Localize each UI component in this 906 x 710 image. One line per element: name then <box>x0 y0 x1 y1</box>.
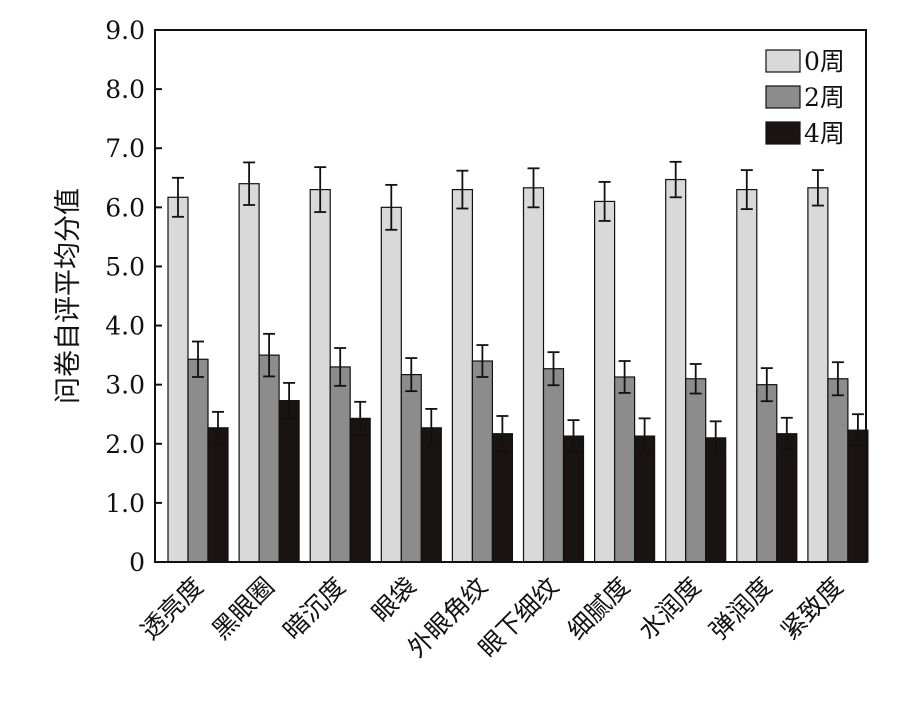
bar <box>380 206 402 563</box>
legend-label: 2周 <box>804 83 845 112</box>
x-category-label: 眼下细纹 <box>473 572 564 663</box>
bar <box>238 183 260 563</box>
bar <box>613 376 636 563</box>
y-tick-label: 8.0 <box>105 75 145 104</box>
bar <box>807 187 829 563</box>
y-axis: 0 1.0 2.0 3.0 4.0 5.0 6.0 7.0 8.0 9.0 <box>105 16 162 577</box>
bar <box>736 189 758 563</box>
bar <box>400 374 422 563</box>
bar <box>167 196 189 563</box>
bar <box>756 384 778 563</box>
legend-label: 4周 <box>804 119 845 148</box>
y-tick-label: 3.0 <box>105 371 145 400</box>
legend-label: 0周 <box>804 47 845 76</box>
bar <box>847 429 869 563</box>
bar <box>471 360 493 563</box>
bar <box>258 354 280 563</box>
bar <box>187 358 209 563</box>
x-category-label: 水润度 <box>633 572 707 646</box>
bar <box>827 378 849 563</box>
x-category-label: 暗沉度 <box>277 572 351 646</box>
bar <box>329 366 351 563</box>
bar <box>451 189 473 563</box>
error-bars-layer <box>172 160 864 456</box>
y-axis-label: 问卷自评平均分值 <box>53 188 84 404</box>
bar <box>491 433 513 563</box>
bar <box>542 368 565 563</box>
y-tick-label: 0 <box>129 548 145 577</box>
bar <box>309 189 331 563</box>
legend: 0周 2周 4周 <box>765 47 845 148</box>
bar <box>562 435 585 563</box>
legend-swatch <box>765 121 801 145</box>
bar <box>522 187 545 563</box>
legend-swatch <box>765 85 801 109</box>
legend-swatch <box>765 49 801 73</box>
x-category-label: 弹润度 <box>704 572 778 646</box>
bar <box>633 435 656 563</box>
y-tick-label: 5.0 <box>105 252 145 281</box>
y-tick-label: 4.0 <box>105 312 145 341</box>
x-category-label: 眼袋 <box>366 572 422 628</box>
y-tick-label: 2.0 <box>105 430 145 459</box>
bar <box>207 427 229 563</box>
bar <box>420 427 442 563</box>
y-tick-label: 1.0 <box>105 489 145 518</box>
bar <box>349 417 371 563</box>
x-category-label: 黑眼圈 <box>206 572 280 646</box>
plot-area-frame <box>154 29 867 563</box>
bar <box>278 400 300 563</box>
x-category-label: 透亮度 <box>135 572 209 646</box>
y-tick-label: 9.0 <box>105 16 145 45</box>
bar <box>665 178 687 563</box>
x-category-label: 紧致度 <box>775 572 849 646</box>
bar <box>593 200 616 563</box>
bar <box>776 433 798 563</box>
y-tick-label: 6.0 <box>105 193 145 222</box>
bar <box>685 378 707 563</box>
bar <box>705 437 727 563</box>
bars-layer <box>167 178 869 563</box>
y-tick-label: 7.0 <box>105 134 145 163</box>
x-category-label: 细腻度 <box>562 572 636 646</box>
